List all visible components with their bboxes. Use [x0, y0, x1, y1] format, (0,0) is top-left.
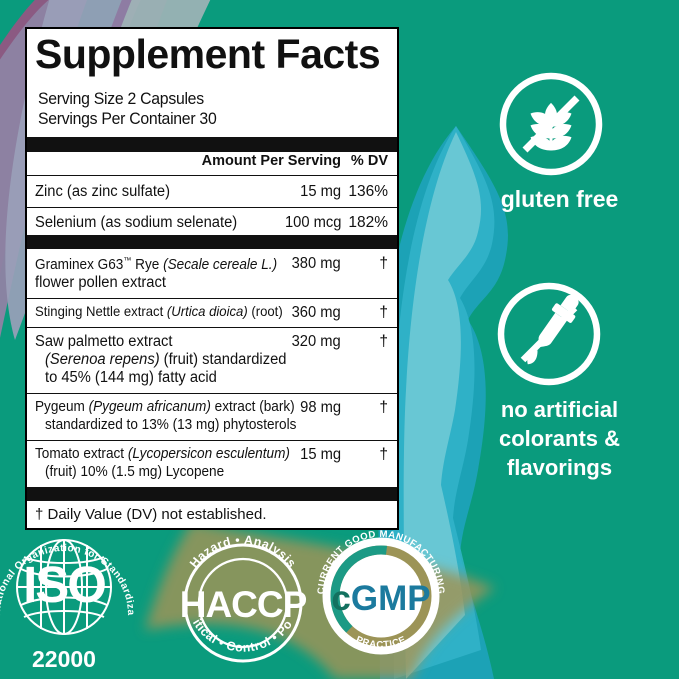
svg-text:HACCP: HACCP	[180, 584, 307, 625]
svg-text:22000: 22000	[32, 646, 96, 672]
svg-text:ISO: ISO	[23, 556, 105, 613]
svg-text:cGMP: cGMP	[331, 579, 430, 618]
svg-text:Hazard • Analysis: Hazard • Analysis	[187, 533, 299, 571]
